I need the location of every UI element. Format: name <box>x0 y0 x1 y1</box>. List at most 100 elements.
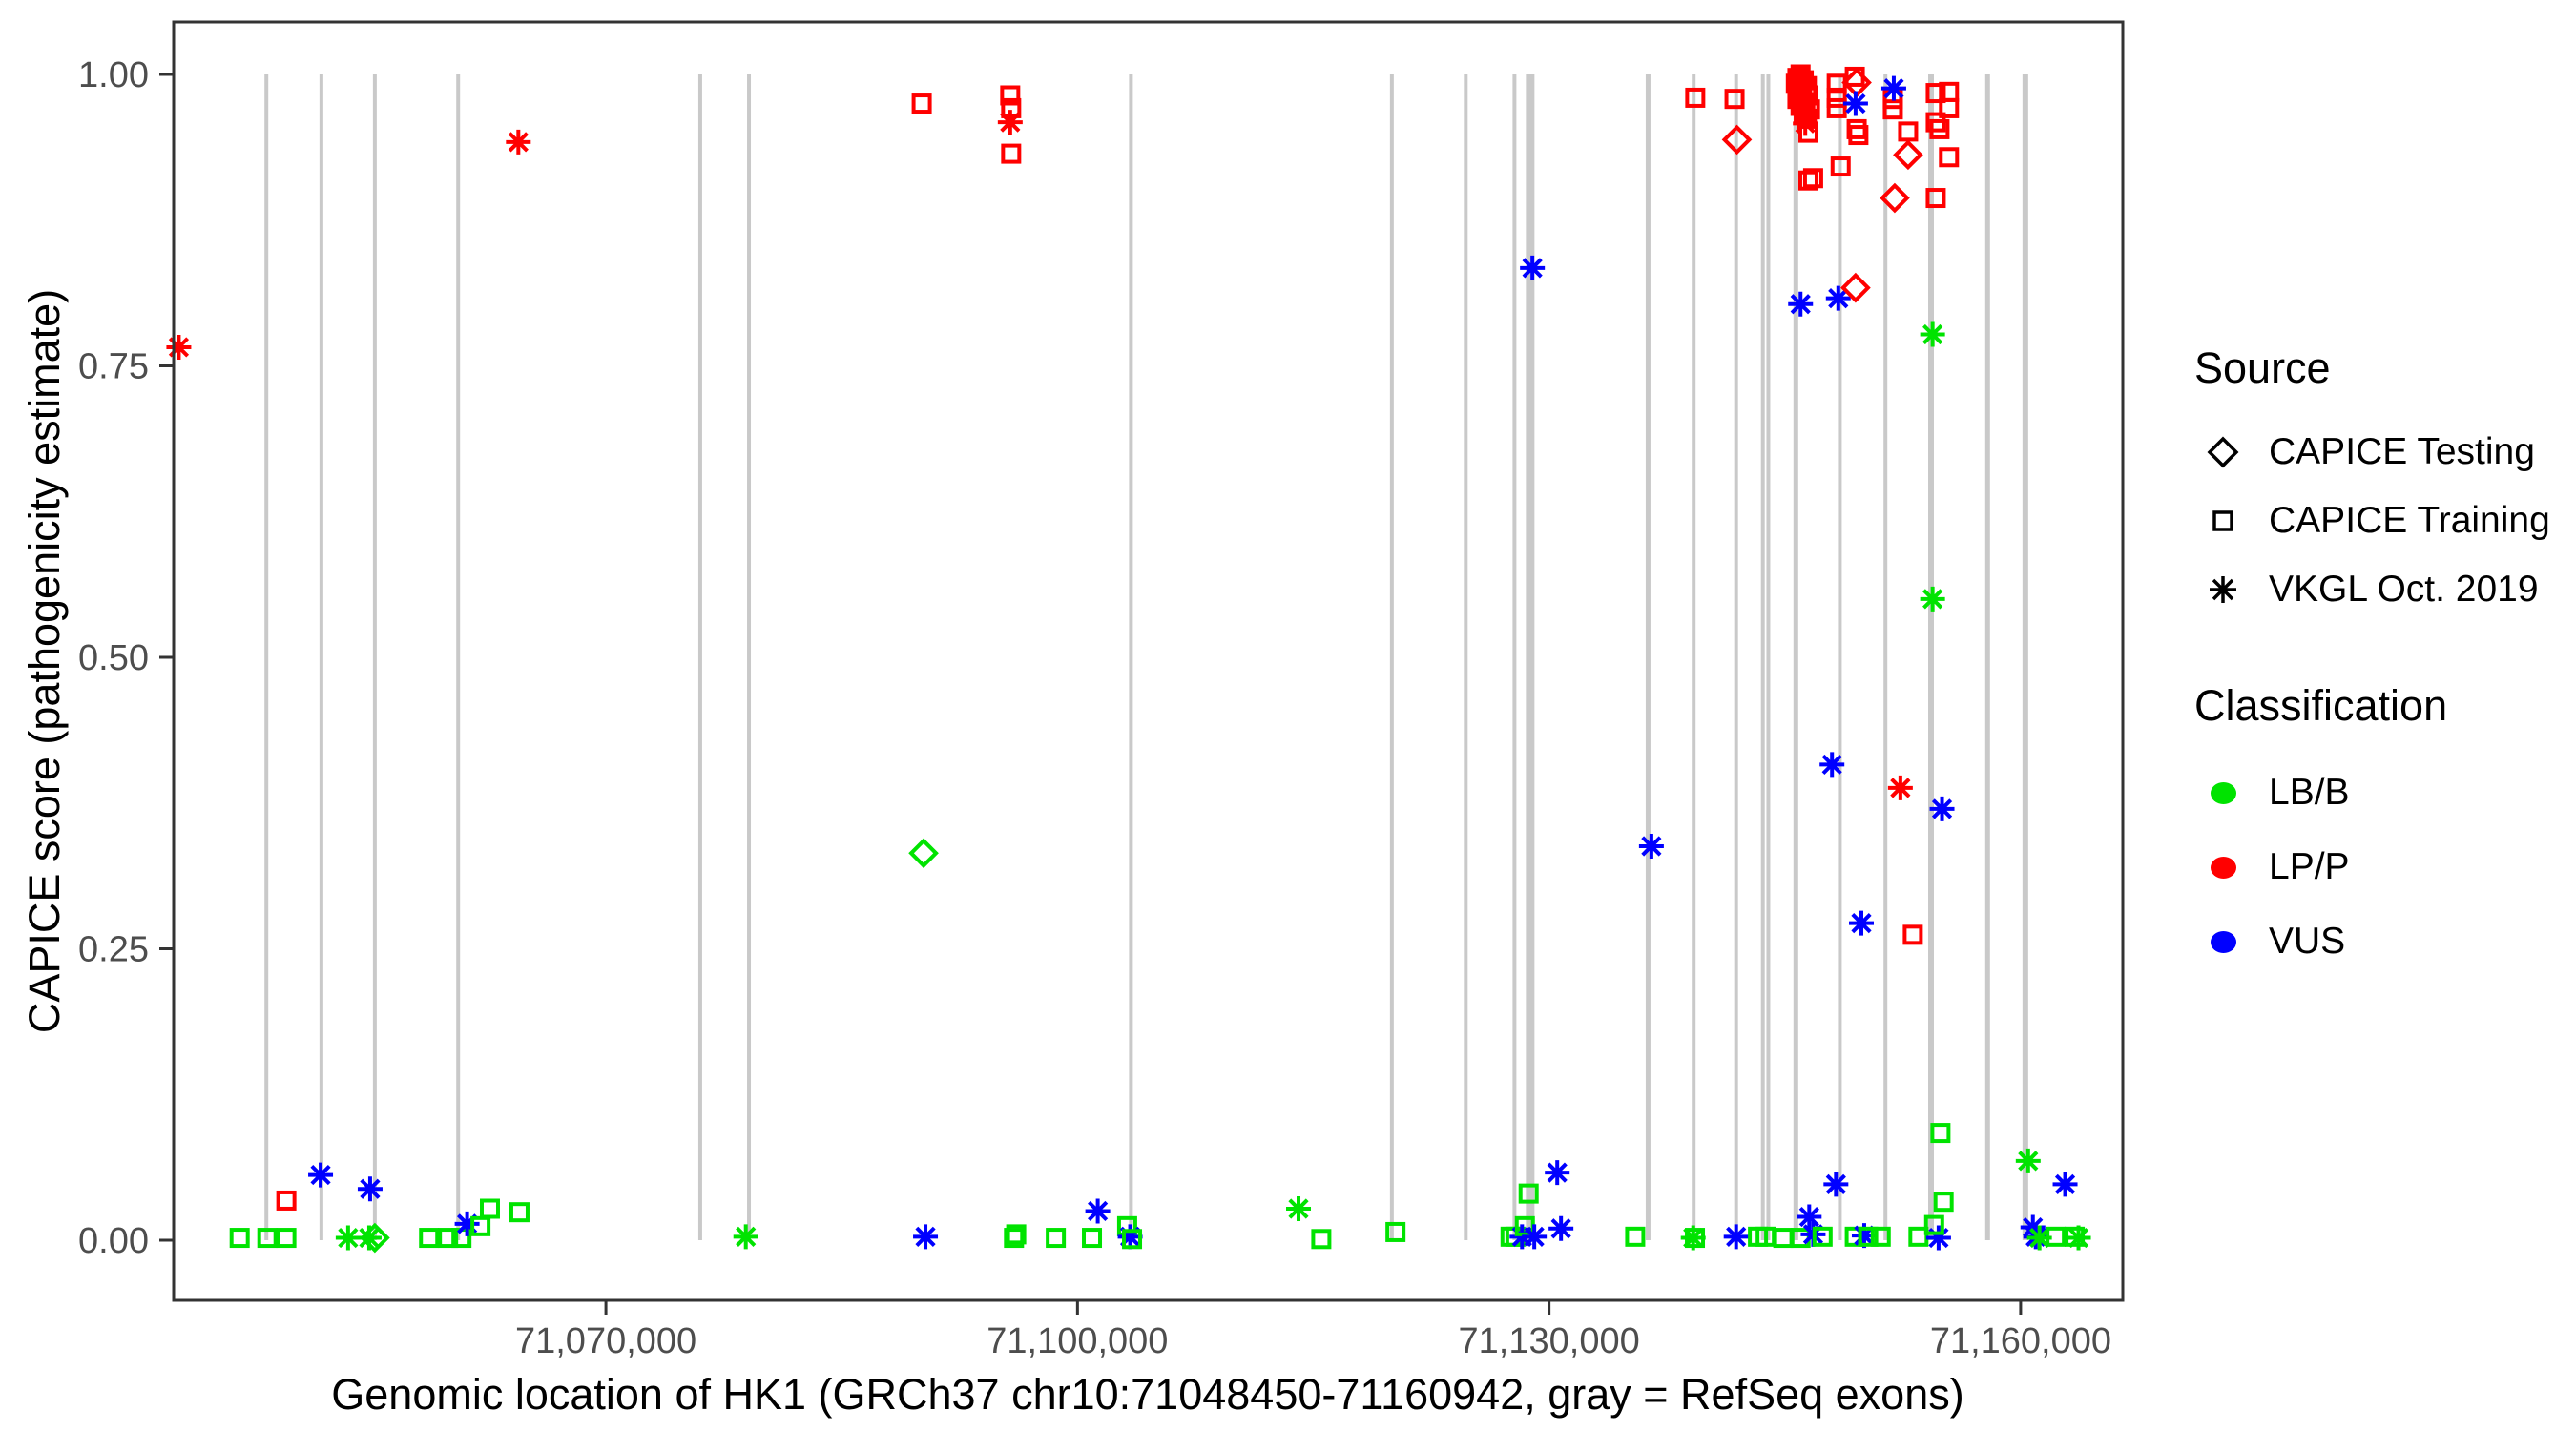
data-point-training-lpp <box>1802 168 1823 189</box>
legend: Source CAPICE Testing CAPICE Training VKGL… <box>2194 343 2566 1036</box>
x-tick-label: 71,070,000 <box>515 1321 696 1361</box>
data-point-vkgl-vus <box>1085 1198 1111 1224</box>
data-point-vkgl-lpp <box>1789 73 1815 99</box>
class-color-dot-wrap <box>2194 913 2252 970</box>
data-point-vkgl-vus <box>2020 1214 2046 1240</box>
data-point-vkgl-vus <box>454 1211 480 1236</box>
data-point-vkgl-vus <box>913 1224 939 1250</box>
data-point-training-lbb <box>1006 1224 1027 1245</box>
vkgl-asterisk-icon <box>2210 576 2236 603</box>
y-tick-label: 0.75 <box>78 347 149 387</box>
data-point-training-lpp <box>1797 108 1818 129</box>
data-point-vkgl-vus <box>1825 285 1851 311</box>
data-point-training-lpp <box>1939 147 1960 168</box>
data-point-training-lpp <box>911 93 932 114</box>
data-point-vkgl-vus <box>1117 1224 1143 1250</box>
data-point-vkgl-vus <box>1797 1204 1822 1230</box>
data-point-vkgl-lpp <box>997 110 1023 135</box>
class-color-dot-wrap <box>2194 764 2252 821</box>
data-point-training-lpp <box>1826 97 1847 118</box>
data-point-vkgl-vus <box>1880 75 1906 101</box>
data-point-training-lpp <box>1724 89 1745 110</box>
legend-classification-title: Classification <box>2194 681 2448 730</box>
data-point-training-lpp <box>1797 170 1818 191</box>
class-color-dot-icon <box>2210 781 2236 804</box>
data-point-training-lpp <box>1925 188 1946 209</box>
data-point-vkgl-lbb <box>2026 1225 2052 1251</box>
legend-item-lpp: LP/P <box>2194 830 2566 904</box>
legend-item-label: LP/P <box>2269 846 2350 887</box>
data-point-training-lpp <box>1898 121 1919 142</box>
data-point-training-lpp <box>1848 125 1869 146</box>
legend-source-title: Source <box>2194 343 2331 392</box>
data-point-vkgl-vus <box>1851 1223 1877 1249</box>
data-point-vkgl-vus <box>1925 1225 1951 1251</box>
data-point-training-lbb <box>1122 1229 1143 1250</box>
data-point-vkgl-lbb <box>335 1225 361 1251</box>
data-point-training-lpp <box>1830 156 1851 177</box>
data-point-vkgl-vus <box>1842 91 1868 116</box>
data-point-training-lbb <box>1004 1228 1025 1249</box>
data-point-testing-lpp <box>1880 182 1910 214</box>
data-point-training-lbb <box>1625 1226 1646 1247</box>
legend-item-square: CAPICE Training <box>2194 487 2566 555</box>
x-tick-label: 71,160,000 <box>1930 1321 2111 1361</box>
data-point-training-lpp <box>1797 122 1818 143</box>
legend-item-vus: VUS <box>2194 904 2566 979</box>
y-tick-label: 0.00 <box>78 1221 149 1261</box>
y-tick-label: 0.50 <box>78 638 149 678</box>
data-point-training-lbb <box>2046 1226 2067 1247</box>
legend-item-asterisk: VKGL Oct. 2019 <box>2194 555 2566 624</box>
data-point-training-lbb <box>1385 1221 1406 1242</box>
data-point-training-lpp <box>1685 87 1706 108</box>
data-point-training-lbb <box>1930 1123 1951 1144</box>
data-point-vkgl-lbb <box>1680 1225 1706 1251</box>
data-point-vkgl-vus <box>1823 1172 1849 1197</box>
data-point-vkgl-vus <box>2052 1172 2078 1197</box>
data-point-training-lpp <box>276 1190 297 1211</box>
data-point-vkgl-lbb <box>733 1224 758 1250</box>
square-icon-wrap <box>2194 492 2252 550</box>
data-point-vkgl-vus <box>1522 1224 1548 1250</box>
data-point-training-lpp <box>1939 97 1960 118</box>
data-point-training-lpp <box>1925 83 1946 104</box>
data-point-training-lbb <box>1870 1226 1891 1247</box>
data-point-vkgl-vus <box>357 1176 383 1202</box>
capice-training-square-icon <box>2212 510 2233 531</box>
data-point-vkgl-vus <box>308 1162 334 1188</box>
asterisk-icon-wrap <box>2194 561 2252 618</box>
data-point-vkgl-lbb <box>356 1225 382 1251</box>
data-point-vkgl-vus <box>1548 1215 1574 1241</box>
data-point-training-lbb <box>1518 1183 1539 1204</box>
data-point-vkgl-lbb <box>1920 321 1945 347</box>
x-tick-label: 71,130,000 <box>1459 1321 1640 1361</box>
legend-item-lbb: LB/B <box>2194 756 2566 830</box>
data-point-training-lbb <box>1923 1214 1944 1235</box>
data-point-vkgl-lbb <box>2066 1225 2091 1251</box>
legend-item-label: VUS <box>2269 921 2346 962</box>
data-point-vkgl-vus <box>1723 1224 1749 1250</box>
class-color-dot-wrap <box>2194 839 2252 896</box>
legend-source: Source CAPICE Testing CAPICE Training VKGL… <box>2194 343 2566 624</box>
data-point-training-lbb <box>1858 1226 1879 1247</box>
data-point-training-lbb <box>1311 1229 1332 1250</box>
legend-item-label: CAPICE Testing <box>2269 431 2535 472</box>
data-point-training-lbb <box>257 1228 278 1249</box>
legend-source-items: CAPICE Testing CAPICE Training VKGL Oct. 2… <box>2194 418 2566 624</box>
data-point-training-lbb <box>1685 1228 1706 1249</box>
data-point-vkgl-lbb <box>1920 586 1945 612</box>
x-tick-label: 71,100,000 <box>987 1321 1168 1361</box>
diamond-icon-wrap <box>2194 424 2252 481</box>
data-point-training-lbb <box>438 1228 459 1249</box>
data-point-training-lbb <box>1933 1192 1954 1213</box>
data-point-vkgl-vus <box>1638 833 1664 859</box>
data-point-vkgl-vus <box>1520 255 1546 280</box>
data-point-vkgl-vus <box>1788 291 1814 317</box>
panel-border <box>172 20 2125 1302</box>
data-point-training-lbb <box>229 1228 250 1249</box>
data-point-vkgl-vus <box>1929 796 1955 821</box>
data-point-training-lbb <box>1908 1226 1929 1247</box>
data-point-training-lpp <box>1000 85 1021 106</box>
